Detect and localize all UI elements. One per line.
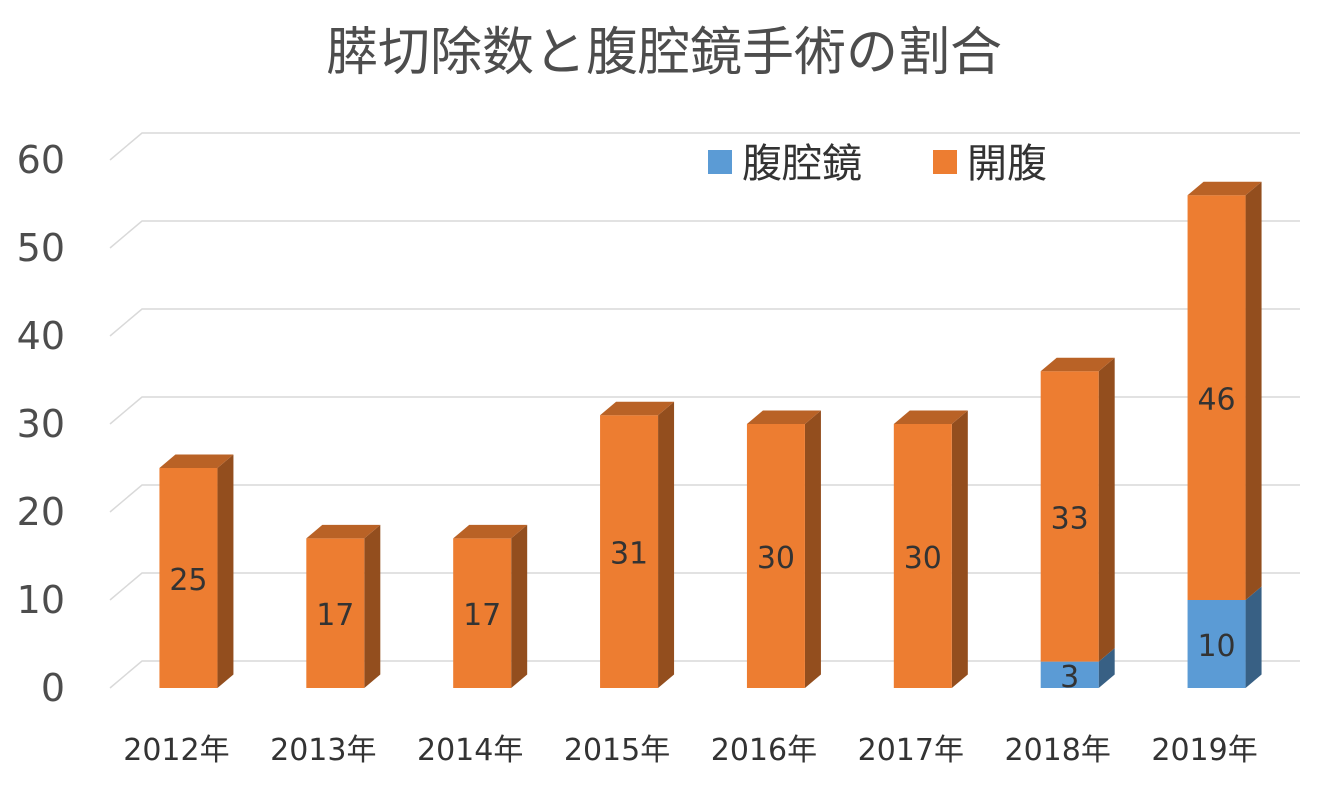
data-label: 31 bbox=[610, 537, 648, 572]
x-axis: 2012年 2013年 2014年 2015年 2016年 2017年 2018年 2019年 bbox=[123, 733, 1257, 768]
data-label: 3 bbox=[1060, 660, 1079, 695]
gridline bbox=[109, 572, 1300, 601]
data-label: 30 bbox=[904, 541, 942, 576]
legend-label: 開腹 bbox=[967, 141, 1047, 187]
legend-swatch bbox=[933, 150, 957, 174]
chart-title: 膵切除数と腹腔鏡手術の割合 bbox=[326, 23, 1002, 83]
bar-front bbox=[159, 468, 218, 688]
bar-open bbox=[1040, 357, 1115, 662]
bar-top bbox=[1040, 357, 1115, 372]
data-label: 33 bbox=[1051, 501, 1089, 536]
bar-front bbox=[453, 538, 512, 688]
bar-front bbox=[893, 424, 952, 688]
bar-open bbox=[893, 410, 968, 688]
bar-front bbox=[746, 424, 805, 688]
grid-layer bbox=[109, 132, 1300, 689]
x-tick-label: 2016年 bbox=[711, 733, 817, 768]
bar-top bbox=[159, 454, 234, 468]
x-tick-label: 2017年 bbox=[858, 733, 964, 768]
bar-top bbox=[453, 524, 528, 539]
bar-laparoscopic bbox=[1187, 586, 1262, 688]
data-label: 17 bbox=[316, 598, 354, 633]
bar-top bbox=[1187, 181, 1262, 196]
bar-open bbox=[746, 410, 821, 688]
bar-side bbox=[804, 410, 821, 688]
y-axis: 0 10 20 30 40 50 60 bbox=[17, 138, 65, 710]
x-tick-label: 2013年 bbox=[270, 733, 376, 768]
bar-side bbox=[364, 524, 381, 688]
legend-swatch bbox=[708, 150, 732, 174]
bar-top bbox=[746, 410, 821, 424]
bar-front bbox=[306, 538, 365, 688]
data-label: 10 bbox=[1197, 629, 1235, 664]
y-tick-label: 40 bbox=[17, 314, 65, 358]
bar-top bbox=[893, 410, 968, 424]
y-tick-label: 30 bbox=[17, 402, 65, 446]
data-label: 30 bbox=[757, 541, 795, 576]
y-tick-label: 60 bbox=[17, 138, 65, 182]
bar-open bbox=[306, 524, 381, 688]
bar-front bbox=[600, 415, 659, 688]
bar-open bbox=[453, 524, 528, 688]
x-tick-label: 2018年 bbox=[1005, 733, 1111, 768]
bar-open bbox=[1187, 181, 1262, 600]
legend: 腹腔鏡 開腹 bbox=[708, 141, 1047, 187]
gridline bbox=[109, 484, 1300, 513]
gridline bbox=[109, 660, 1300, 689]
bar-front bbox=[1040, 661, 1099, 688]
bar-top bbox=[600, 401, 675, 416]
x-tick-label: 2012年 bbox=[123, 733, 229, 768]
bar-side bbox=[1245, 586, 1262, 688]
bar-side bbox=[951, 410, 968, 688]
bar-side bbox=[1098, 357, 1115, 662]
bar-side bbox=[1245, 181, 1262, 600]
gridline bbox=[109, 132, 1300, 161]
y-tick-label: 20 bbox=[17, 490, 65, 534]
y-tick-label: 50 bbox=[17, 226, 65, 270]
data-label: 17 bbox=[463, 598, 501, 633]
bar-front bbox=[1187, 600, 1246, 688]
gridline bbox=[109, 220, 1300, 249]
data-label: 25 bbox=[169, 563, 207, 598]
bars-layer bbox=[159, 181, 1262, 688]
bar-front bbox=[1040, 371, 1099, 662]
y-tick-label: 0 bbox=[41, 666, 65, 710]
bar-top bbox=[306, 524, 381, 539]
bar-side bbox=[658, 401, 675, 688]
x-tick-label: 2015年 bbox=[564, 733, 670, 768]
x-tick-label: 2019年 bbox=[1151, 733, 1257, 768]
bar-side bbox=[1098, 648, 1115, 688]
y-tick-label: 10 bbox=[17, 578, 65, 622]
data-label: 46 bbox=[1197, 383, 1235, 418]
bar-open bbox=[159, 454, 234, 688]
bar-side bbox=[511, 524, 528, 688]
bar-side bbox=[217, 454, 234, 688]
gridline bbox=[109, 396, 1300, 425]
gridline bbox=[109, 308, 1300, 337]
bar-laparoscopic bbox=[1040, 648, 1115, 688]
bar-open bbox=[600, 401, 675, 688]
legend-label: 腹腔鏡 bbox=[742, 141, 862, 187]
bar-front bbox=[1187, 195, 1246, 600]
x-tick-label: 2014年 bbox=[417, 733, 523, 768]
